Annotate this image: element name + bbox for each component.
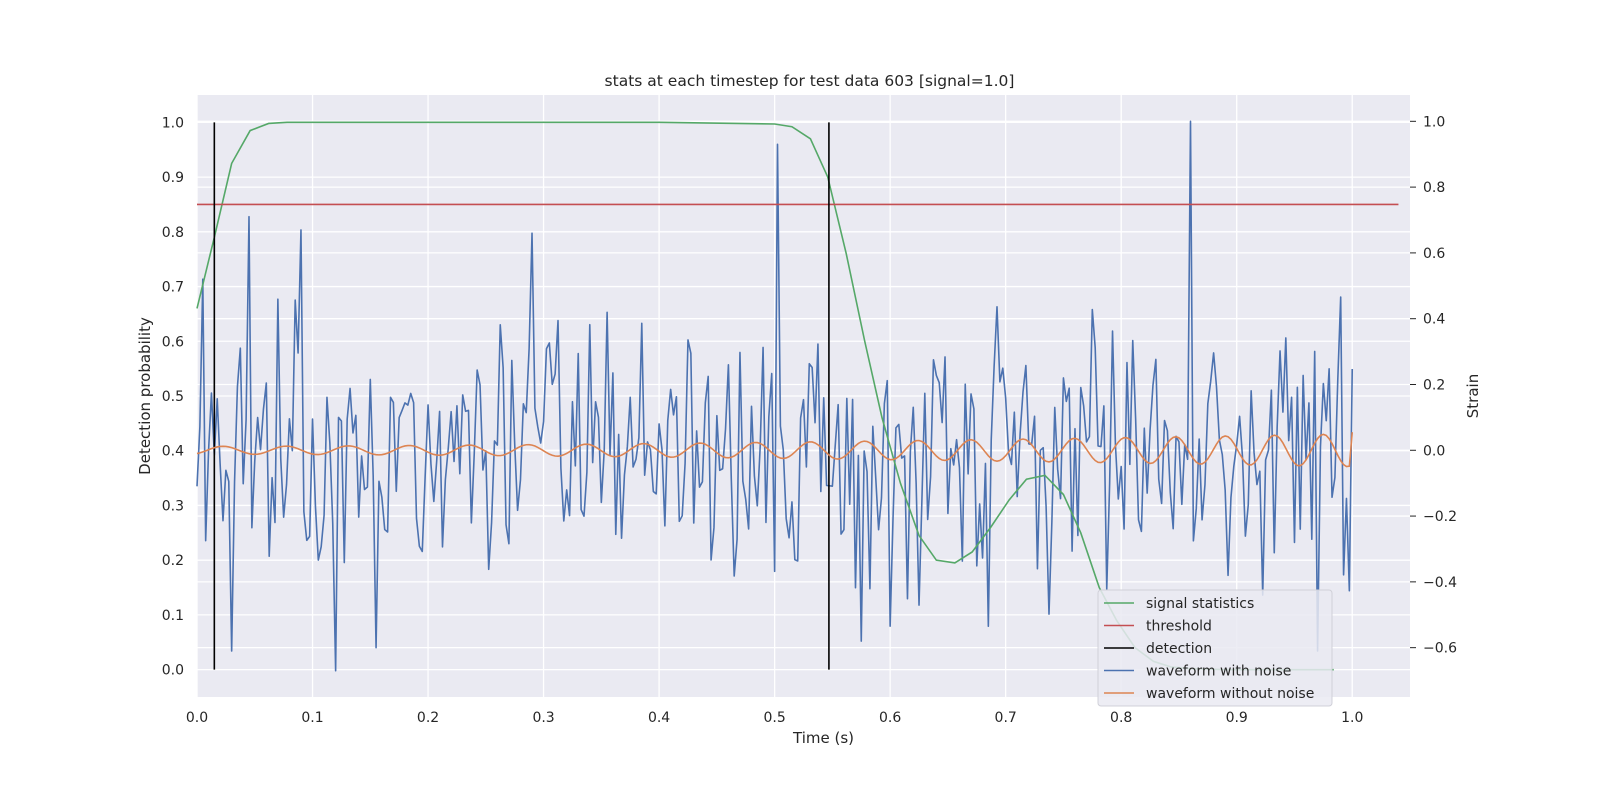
y-tick-label: 0.5 xyxy=(162,389,184,405)
right-axis: −0.6 −0.4 −0.2 0.0 0.2 0.4 0.6 0.8 1.0 xyxy=(1410,114,1457,656)
legend-label: threshold xyxy=(1146,619,1212,635)
bottom-axis: 0.0 0.1 0.2 0.3 0.4 0.5 0.6 0.7 0.8 0.9 1.0 xyxy=(186,710,1364,726)
y-axis-title: Detection probability xyxy=(136,317,154,475)
x-tick-label: 0.4 xyxy=(648,710,670,726)
left-axis: 0.0 0.1 0.2 0.3 0.4 0.5 0.6 0.7 0.8 0.9 1.0 xyxy=(162,115,184,678)
legend-label: detection xyxy=(1146,641,1212,657)
x-tick-label: 1.0 xyxy=(1341,710,1363,726)
y-tick-label: 0.6 xyxy=(162,334,184,350)
y2-tick-label: −0.2 xyxy=(1423,509,1457,525)
x-tick-label: 0.5 xyxy=(763,710,785,726)
y2-axis-title: Strain xyxy=(1464,374,1482,418)
y2-tick-label: −0.6 xyxy=(1423,641,1457,657)
y-tick-label: 0.8 xyxy=(162,225,184,241)
y-tick-label: 0.9 xyxy=(162,170,184,186)
x-tick-label: 0.8 xyxy=(1110,710,1132,726)
x-tick-label: 0.0 xyxy=(186,710,208,726)
legend-label: waveform without noise xyxy=(1146,686,1314,702)
y-tick-label: 1.0 xyxy=(162,115,184,131)
y-tick-label: 0.7 xyxy=(162,280,184,296)
chart-title: stats at each timestep for test data 603… xyxy=(605,72,1015,90)
legend-label: signal statistics xyxy=(1146,596,1254,612)
y-tick-label: 0.2 xyxy=(162,553,184,569)
x-tick-label: 0.9 xyxy=(1226,710,1248,726)
x-tick-label: 0.6 xyxy=(879,710,901,726)
y-tick-label: 0.4 xyxy=(162,444,184,460)
y2-tick-label: 0.2 xyxy=(1423,377,1445,393)
y-tick-label: 0.1 xyxy=(162,608,184,624)
x-tick-label: 0.3 xyxy=(532,710,554,726)
x-tick-label: 0.1 xyxy=(301,710,323,726)
legend-label: waveform with noise xyxy=(1146,664,1291,680)
y2-tick-label: 0.4 xyxy=(1423,312,1445,328)
legend: signal statistics threshold detection wavef… xyxy=(1098,590,1332,706)
x-axis-title: Time (s) xyxy=(792,729,854,747)
x-tick-label: 0.2 xyxy=(417,710,439,726)
y2-tick-label: 0.0 xyxy=(1423,443,1445,459)
y-tick-label: 0.3 xyxy=(162,498,184,514)
y2-tick-label: 0.8 xyxy=(1423,180,1445,196)
y-tick-label: 0.0 xyxy=(162,663,184,679)
chart: 0.00.10.20.30.40.50.60.70.80.91.0 −0.6−0… xyxy=(0,0,1600,800)
y2-tick-label: −0.4 xyxy=(1423,575,1457,591)
y2-tick-label: 1.0 xyxy=(1423,114,1445,130)
x-tick-label: 0.7 xyxy=(995,710,1017,726)
y2-tick-label: 0.6 xyxy=(1423,246,1445,262)
